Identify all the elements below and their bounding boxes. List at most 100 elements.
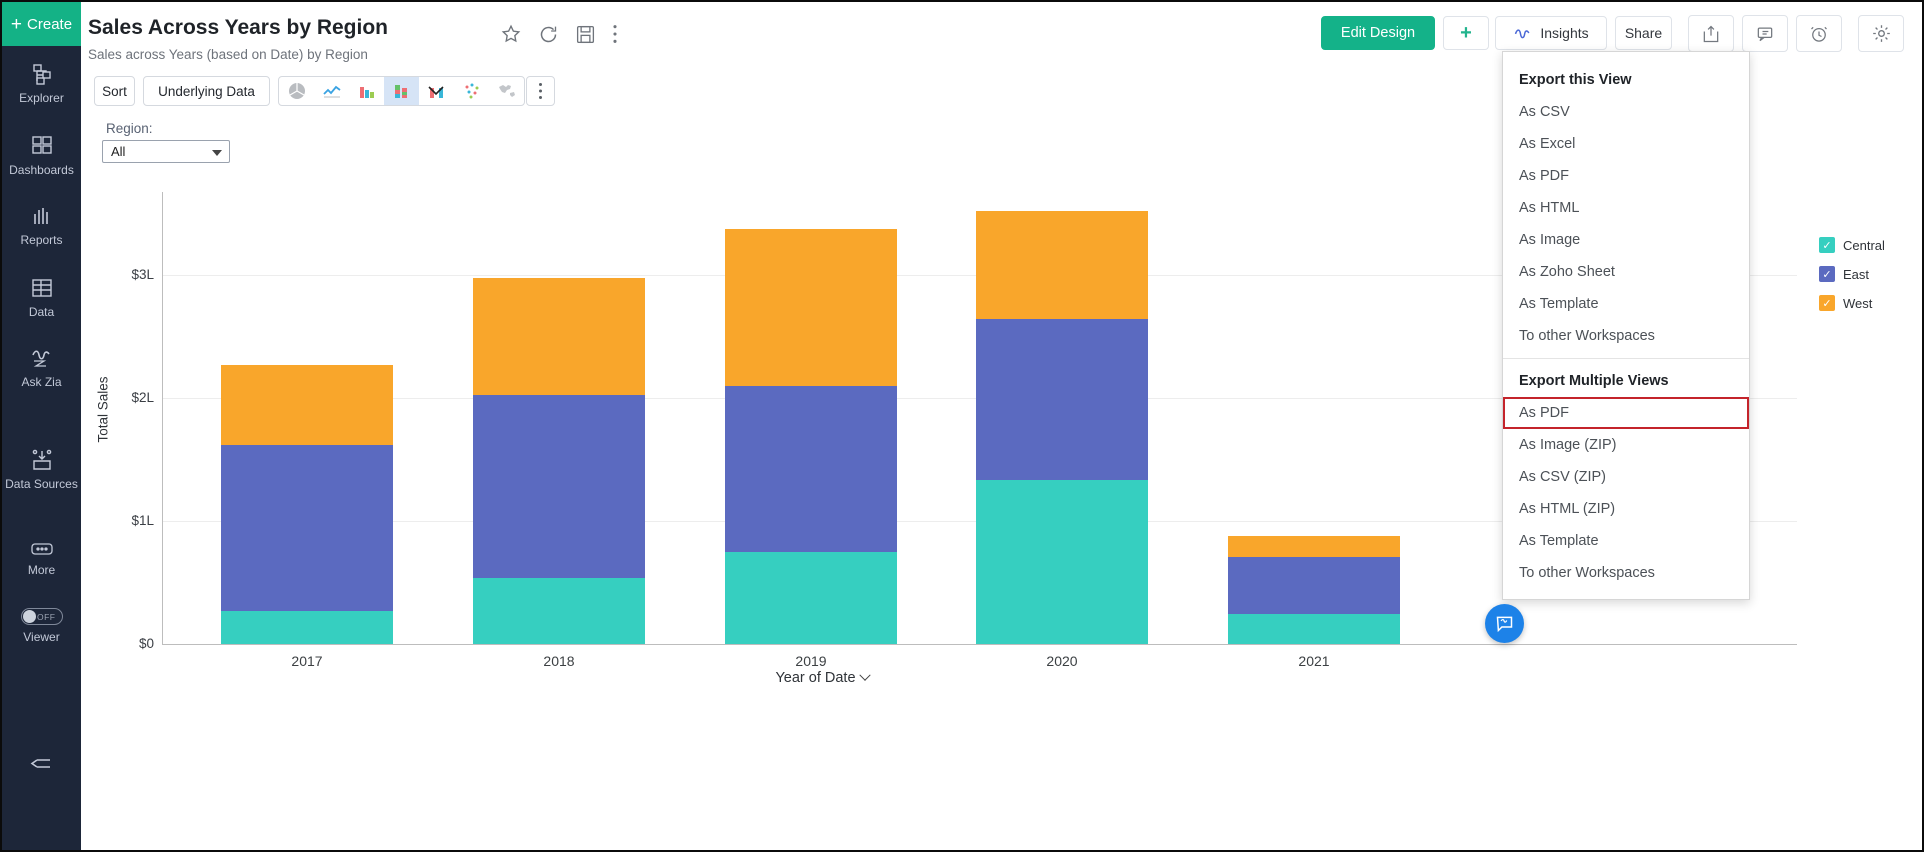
region-filter-select[interactable]: All (102, 140, 230, 163)
legend-checkbox-icon[interactable]: ✓ (1819, 295, 1835, 311)
legend-checkbox-icon[interactable]: ✓ (1819, 266, 1835, 282)
data-table-icon (31, 279, 52, 297)
bar-segment-west-2018[interactable] (473, 278, 645, 395)
edit-design-button[interactable]: Edit Design (1321, 16, 1435, 50)
ask-zia-icon (31, 350, 50, 367)
y-tick-label: $2L (131, 390, 154, 405)
bar-segment-east-2018[interactable] (473, 395, 645, 578)
add-view-button[interactable]: + (1443, 16, 1489, 50)
menu-item-as-csv-zip[interactable]: As CSV (ZIP) (1519, 469, 1607, 485)
bar-segment-west-2020[interactable] (976, 211, 1148, 319)
menu-item-as-zoho-sheet[interactable]: As Zoho Sheet (1519, 264, 1615, 280)
sidebar-item-label: Reports (20, 233, 63, 247)
explorer-tree-icon (32, 64, 51, 85)
menu-section-title: Export Multiple Views (1519, 373, 1669, 389)
line-chart-icon[interactable] (314, 77, 349, 105)
legend-item-west[interactable]: ✓ West (1819, 295, 1872, 311)
menu-item-as-pdf[interactable]: As PDF (1519, 168, 1569, 184)
x-category-label: 2020 (1046, 653, 1078, 669)
menu-item-as-pdf-multi[interactable]: As PDF (1503, 397, 1749, 429)
menu-item-as-image[interactable]: As Image (1519, 232, 1581, 248)
sidebar-item-more[interactable]: More (2, 540, 81, 577)
sidebar-item-ask-zia[interactable]: Ask Zia (2, 346, 81, 389)
schedule-button[interactable] (1796, 15, 1842, 52)
favorite-star-icon[interactable] (500, 23, 522, 45)
sort-button[interactable]: Sort (94, 76, 135, 106)
plus-icon: + (10, 13, 23, 35)
zia-icon (1515, 29, 1530, 39)
menu-item-as-excel[interactable]: As Excel (1519, 136, 1576, 152)
combo-chart-icon[interactable] (419, 77, 454, 105)
title-action-icons (500, 23, 618, 45)
sidebar-item-label: Dashboards (9, 163, 74, 177)
chat-icon (1496, 616, 1513, 633)
menu-item-as-image-zip[interactable]: As Image (ZIP) (1519, 437, 1617, 453)
bar-segment-central-2018[interactable] (473, 578, 645, 644)
sidebar-collapse-button[interactable] (2, 754, 81, 779)
x-axis-title[interactable]: Year of Date (722, 669, 922, 686)
scatter-chart-icon[interactable] (454, 77, 489, 105)
map-chart-icon[interactable] (489, 77, 524, 105)
underlying-data-button[interactable]: Underlying Data (143, 76, 270, 106)
bar-segment-west-2017[interactable] (221, 365, 393, 445)
gear-icon (1872, 25, 1890, 42)
menu-item-to-other-workspaces-multi[interactable]: To other Workspaces (1519, 565, 1655, 581)
share-button[interactable]: Share (1615, 16, 1672, 50)
y-tick-label: $1L (131, 513, 154, 528)
insights-button[interactable]: Insights (1495, 16, 1607, 50)
y-axis-title: Total Sales (95, 376, 111, 443)
bar-segment-central-2019[interactable] (725, 552, 897, 644)
sidebar-item-dashboards[interactable]: Dashboards (2, 134, 81, 177)
more-icon (30, 543, 53, 555)
sidebar-item-reports[interactable]: Reports (2, 204, 81, 247)
legend-checkbox-icon[interactable]: ✓ (1819, 237, 1835, 253)
data-sources-icon (32, 449, 51, 470)
bar-segment-east-2020[interactable] (976, 319, 1148, 480)
x-category-label: 2017 (291, 653, 323, 669)
bar-segment-east-2021[interactable] (1228, 557, 1400, 614)
bar-segment-west-2021[interactable] (1228, 536, 1400, 557)
more-chart-types-button[interactable] (526, 76, 555, 106)
y-tick-label: $3L (131, 267, 154, 282)
bar-segment-east-2017[interactable] (221, 445, 393, 611)
live-chat-button[interactable] (1485, 604, 1524, 643)
collapse-arrow-icon (30, 759, 50, 768)
sidebar-item-data-sources[interactable]: Data Sources (2, 448, 81, 491)
sidebar-item-label: Explorer (19, 91, 64, 105)
menu-item-as-html[interactable]: As HTML (1519, 200, 1580, 216)
menu-item-to-other-workspaces[interactable]: To other Workspaces (1519, 328, 1655, 344)
legend-item-central[interactable]: ✓ Central (1819, 237, 1885, 253)
kebab-menu-icon[interactable] (612, 23, 618, 45)
stacked-bar-chart-icon[interactable] (384, 77, 419, 105)
legend-label: Central (1843, 237, 1885, 253)
viewer-toggle[interactable]: OFF (20, 608, 63, 625)
sidebar-item-explorer[interactable]: Explorer (2, 62, 81, 105)
refresh-icon[interactable] (538, 24, 559, 45)
settings-button[interactable] (1858, 15, 1904, 52)
alarm-clock-icon (1811, 26, 1827, 42)
export-button[interactable] (1688, 15, 1734, 52)
bar-segment-central-2020[interactable] (976, 480, 1148, 644)
save-icon[interactable] (575, 24, 596, 45)
bar-segment-central-2017[interactable] (221, 611, 393, 644)
menu-item-as-template-multi[interactable]: As Template (1519, 533, 1599, 549)
bar-segment-east-2019[interactable] (725, 386, 897, 552)
legend-item-east[interactable]: ✓ East (1819, 266, 1869, 282)
page-subtitle: Sales across Years (based on Date) by Re… (88, 47, 368, 62)
bar-segment-central-2021[interactable] (1228, 614, 1400, 644)
menu-item-as-template[interactable]: As Template (1519, 296, 1599, 312)
create-button[interactable]: + Create (2, 2, 81, 46)
x-axis-line (162, 644, 1797, 645)
create-label: Create (27, 15, 73, 33)
menu-item-as-csv[interactable]: As CSV (1519, 104, 1570, 120)
menu-item-as-html-zip[interactable]: As HTML (ZIP) (1519, 501, 1616, 517)
sidebar-item-data[interactable]: Data (2, 276, 81, 319)
pie-chart-icon[interactable] (279, 77, 314, 105)
export-icon (1703, 25, 1719, 42)
bar-segment-west-2019[interactable] (725, 229, 897, 386)
viewer-label: Viewer (23, 630, 60, 644)
bar-chart-icon[interactable] (349, 77, 384, 105)
menu-divider (1503, 358, 1749, 359)
comments-button[interactable] (1742, 15, 1788, 52)
